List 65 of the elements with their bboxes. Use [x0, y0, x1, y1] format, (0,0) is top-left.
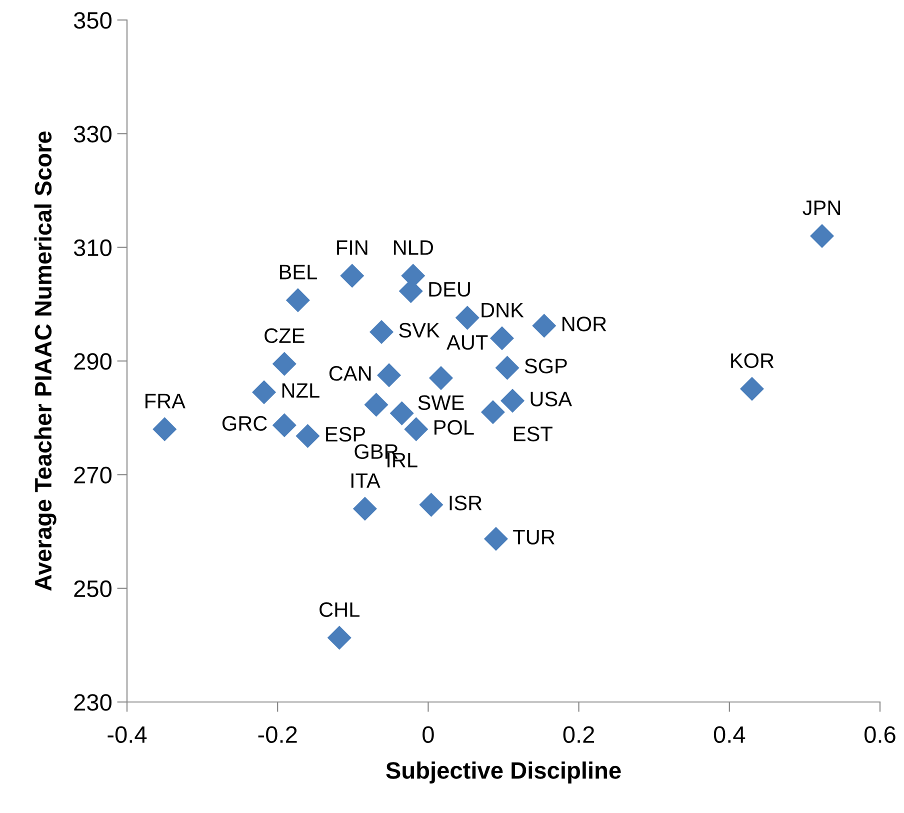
point [327, 626, 352, 650]
point [364, 392, 388, 417]
y-tick-label: 230 [74, 694, 112, 711]
annotation: CAN [329, 366, 371, 381]
annotation: NOR [562, 316, 606, 332]
y-tick-label: 250 [74, 580, 112, 598]
annotation: AUT [446, 335, 488, 350]
point [532, 314, 556, 338]
point [390, 401, 414, 426]
annotation: SVK [399, 322, 440, 338]
annotation: DEU [429, 282, 470, 297]
point [455, 306, 480, 330]
annotation: POL [434, 420, 474, 435]
y-tick-label: 270 [74, 466, 112, 484]
point [352, 496, 377, 521]
annotation: ITA [351, 473, 380, 488]
point [480, 400, 505, 424]
annotation: JPN [802, 200, 840, 216]
x-tick-label: -0.4 [108, 726, 147, 743]
point [740, 376, 764, 401]
annotation: FRA [146, 394, 186, 408]
annotation: ISR [450, 496, 482, 510]
point [419, 492, 444, 517]
annotation: SGP [524, 358, 567, 374]
x-tick-label: 0 [422, 726, 434, 743]
annotation: CHL [320, 602, 360, 617]
x-axis-title: Subjective Discipline [386, 762, 621, 784]
y-axis-title: Average Teacher PIAAC Numerical Score [34, 131, 56, 591]
point [810, 224, 834, 248]
y-tick-label: 330 [74, 126, 112, 142]
annotation: GRC [222, 416, 267, 431]
point [296, 424, 320, 448]
point [272, 413, 296, 438]
annotation: TUR [513, 530, 554, 544]
x-tick-label: 0.4 [714, 726, 746, 743]
annotation: BEL [280, 264, 317, 280]
point [340, 264, 364, 288]
point [495, 356, 520, 380]
y-tick-label: 350 [74, 12, 112, 29]
annotation: DNK [482, 302, 524, 318]
point [252, 380, 276, 404]
point [369, 320, 394, 344]
annotation: NLD [394, 240, 433, 255]
point [490, 326, 514, 350]
annotation: ESP [326, 426, 365, 442]
y-tick-label: 290 [74, 353, 112, 370]
point [500, 388, 525, 413]
point [152, 417, 177, 442]
x-tick-label: 0.6 [864, 726, 896, 743]
annotation: NZL [282, 383, 320, 398]
annotation: SWE [418, 395, 464, 410]
point [428, 366, 454, 390]
point [484, 526, 508, 551]
point [377, 363, 402, 388]
annotation: FIN [337, 240, 368, 255]
x-tick-label: 0.2 [563, 726, 594, 743]
x-tick-label: -0.2 [258, 726, 297, 743]
annotation: USA [530, 392, 572, 406]
y-tick-label: 310 [74, 239, 112, 256]
point [272, 352, 296, 376]
point [286, 288, 310, 312]
annotation: EST [514, 426, 552, 442]
annotation: CZE [264, 328, 304, 344]
point [404, 417, 428, 442]
annotation: KOR [731, 353, 774, 368]
